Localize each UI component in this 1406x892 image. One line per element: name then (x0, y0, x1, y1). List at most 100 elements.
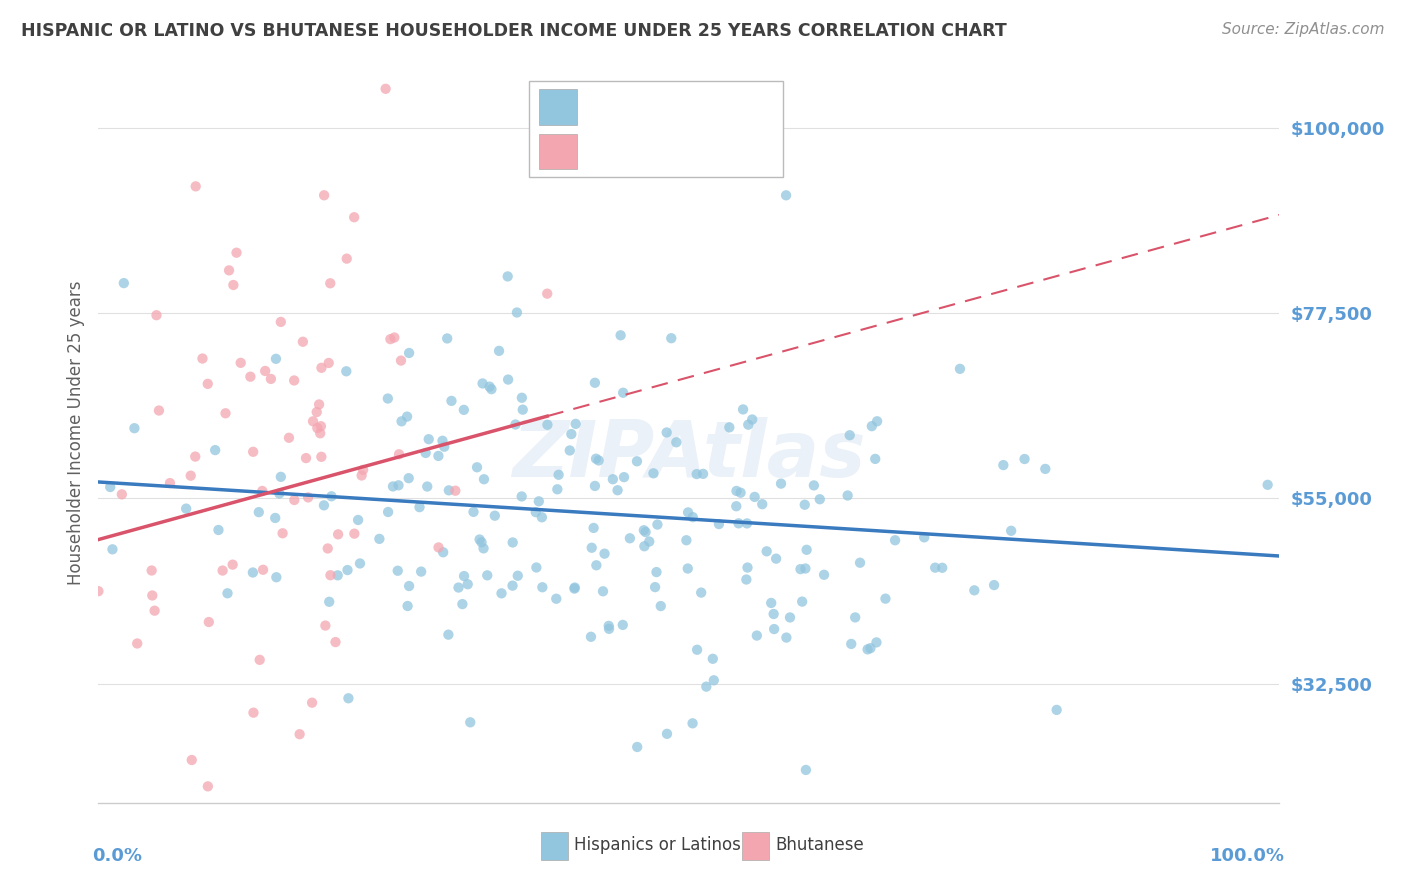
Point (963, 583, 986, 598)
Point (779, 610, 801, 624)
Point (838, 428, 860, 442)
Point (593, 547, 616, 561)
Point (458, 715, 481, 730)
Point (478, 379, 501, 393)
Point (865, 635, 887, 649)
Point (686, 467, 709, 481)
Point (924, 560, 946, 574)
Point (307, 421, 329, 435)
Point (416, 479, 439, 493)
Point (433, 440, 456, 454)
Point (682, 510, 704, 524)
Point (644, 580, 666, 594)
Point (318, 595, 340, 609)
Point (302, 414, 325, 428)
Point (506, 305, 529, 319)
Point (305, 405, 328, 419)
Point (496, 373, 519, 387)
Point (633, 539, 655, 553)
Point (583, 376, 606, 390)
Point (184, 450, 207, 464)
Point (506, 568, 529, 582)
Point (288, 727, 311, 741)
FancyBboxPatch shape (538, 134, 576, 169)
Point (491, 586, 513, 600)
Point (481, 382, 503, 396)
Point (730, 485, 752, 500)
Point (875, 591, 897, 606)
Point (912, 530, 935, 544)
Point (453, 402, 475, 417)
Point (647, 517, 669, 532)
Text: Bhutanese: Bhutanese (775, 836, 863, 854)
Point (398, 471, 420, 485)
Point (222, 278, 245, 293)
Point (297, 491, 319, 505)
Point (271, 526, 294, 541)
Point (606, 483, 628, 498)
Text: ZIPAtlas: ZIPAtlas (512, 417, 866, 493)
Point (283, 374, 305, 388)
Text: 196: 196 (728, 98, 765, 116)
Point (536, 286, 558, 301)
Point (676, 505, 699, 519)
Point (141, 589, 163, 603)
Point (859, 641, 882, 656)
Point (352, 463, 374, 477)
Point (309, 419, 332, 434)
Point (309, 426, 332, 441)
Point (266, 570, 288, 584)
Point (796, 542, 818, 557)
Point (1033, 462, 1056, 476)
Point (626, 454, 648, 468)
Point (808, 492, 831, 507)
Point (269, 486, 291, 500)
Point (682, 716, 704, 731)
Point (993, 458, 1015, 472)
Point (418, 432, 440, 446)
Point (794, 763, 817, 777)
Point (319, 568, 342, 582)
Point (145, 308, 167, 322)
Text: 100.0%: 100.0% (1211, 847, 1285, 865)
Point (530, 510, 553, 524)
Point (254, 364, 277, 378)
Point (856, 642, 879, 657)
Point (270, 470, 292, 484)
FancyBboxPatch shape (541, 831, 568, 860)
Point (374, 82, 396, 96)
Point (398, 346, 420, 360)
Point (581, 541, 603, 555)
Point (686, 642, 709, 657)
Point (598, 619, 620, 633)
Point (335, 364, 357, 378)
Point (143, 604, 166, 618)
Point (350, 468, 373, 483)
Point (191, 351, 214, 366)
Point (453, 569, 475, 583)
Point (1257, 478, 1279, 492)
Text: R =: R = (586, 98, 624, 116)
Point (247, 505, 270, 519)
Point (444, 483, 467, 498)
Point (295, 451, 318, 466)
Point (141, 564, 163, 578)
Point (349, 557, 371, 571)
Point (702, 652, 724, 666)
Point (735, 573, 758, 587)
Point (316, 541, 339, 556)
Point (527, 494, 550, 508)
Point (278, 431, 301, 445)
Point (437, 483, 460, 498)
Point (547, 467, 569, 482)
Point (260, 372, 283, 386)
Point (737, 560, 759, 574)
Point (427, 449, 450, 463)
Point (707, 517, 730, 532)
Point (725, 500, 748, 514)
Point (703, 673, 725, 688)
Point (484, 508, 506, 523)
Point (633, 523, 655, 537)
Point (612, 385, 634, 400)
Point (488, 343, 510, 358)
